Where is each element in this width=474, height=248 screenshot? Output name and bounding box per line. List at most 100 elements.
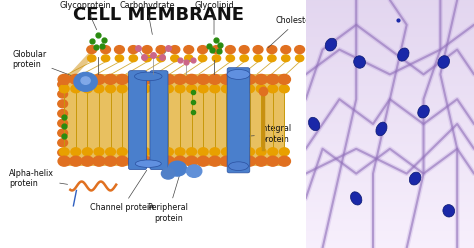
Circle shape xyxy=(267,46,277,54)
Circle shape xyxy=(253,46,263,54)
Circle shape xyxy=(117,85,127,93)
Circle shape xyxy=(186,165,202,177)
Circle shape xyxy=(239,46,249,54)
Circle shape xyxy=(175,148,185,156)
Circle shape xyxy=(162,168,175,179)
Circle shape xyxy=(115,55,124,62)
Circle shape xyxy=(163,156,174,166)
Circle shape xyxy=(163,74,174,84)
Circle shape xyxy=(59,148,69,156)
Circle shape xyxy=(58,110,68,118)
Text: Glycoprotein: Glycoprotein xyxy=(60,1,111,30)
Circle shape xyxy=(184,55,193,62)
Circle shape xyxy=(139,156,151,166)
Circle shape xyxy=(221,148,231,156)
Circle shape xyxy=(210,85,220,93)
Circle shape xyxy=(174,74,186,84)
FancyBboxPatch shape xyxy=(227,68,250,173)
Circle shape xyxy=(128,46,138,54)
FancyBboxPatch shape xyxy=(128,71,146,170)
Ellipse shape xyxy=(135,160,161,167)
Circle shape xyxy=(58,90,68,98)
Circle shape xyxy=(187,148,197,156)
Circle shape xyxy=(174,156,186,166)
Circle shape xyxy=(151,156,163,166)
Circle shape xyxy=(282,55,290,62)
Circle shape xyxy=(197,74,210,84)
Circle shape xyxy=(128,74,140,84)
Ellipse shape xyxy=(135,72,162,81)
Text: CELL MEMBRANE: CELL MEMBRANE xyxy=(73,6,245,24)
Circle shape xyxy=(209,74,221,84)
Circle shape xyxy=(220,156,233,166)
Circle shape xyxy=(232,74,244,84)
Circle shape xyxy=(209,156,221,166)
Circle shape xyxy=(116,156,128,166)
Circle shape xyxy=(58,100,68,108)
Circle shape xyxy=(197,156,210,166)
Circle shape xyxy=(81,74,93,84)
Circle shape xyxy=(104,74,117,84)
Circle shape xyxy=(210,148,220,156)
Circle shape xyxy=(100,46,110,54)
Circle shape xyxy=(58,156,70,166)
Text: Carbohydrate: Carbohydrate xyxy=(119,1,174,34)
Circle shape xyxy=(254,55,262,62)
Circle shape xyxy=(164,148,173,156)
Circle shape xyxy=(87,46,97,54)
Circle shape xyxy=(128,156,140,166)
Circle shape xyxy=(170,46,180,54)
Circle shape xyxy=(152,148,162,156)
Circle shape xyxy=(278,156,291,166)
Text: Integral
protein: Integral protein xyxy=(247,124,291,144)
Circle shape xyxy=(129,85,138,93)
Circle shape xyxy=(106,85,116,93)
Circle shape xyxy=(221,85,231,93)
Ellipse shape xyxy=(443,205,455,217)
Circle shape xyxy=(70,74,82,84)
Circle shape xyxy=(58,149,68,156)
Ellipse shape xyxy=(376,122,387,136)
Circle shape xyxy=(140,85,150,93)
Circle shape xyxy=(280,85,289,93)
Circle shape xyxy=(295,46,304,54)
Text: Glycolipid: Glycolipid xyxy=(194,1,234,34)
Circle shape xyxy=(255,156,267,166)
Circle shape xyxy=(71,148,81,156)
Circle shape xyxy=(244,156,255,166)
Circle shape xyxy=(295,55,304,62)
Text: Globular
protein: Globular protein xyxy=(12,50,75,77)
Circle shape xyxy=(184,46,194,54)
Circle shape xyxy=(164,85,173,93)
Circle shape xyxy=(58,139,68,147)
Circle shape xyxy=(245,85,255,93)
Ellipse shape xyxy=(438,56,449,68)
Circle shape xyxy=(187,85,197,93)
Circle shape xyxy=(212,55,220,62)
Circle shape xyxy=(82,148,92,156)
Text: Alpha-helix
protein: Alpha-helix protein xyxy=(9,169,68,188)
Circle shape xyxy=(199,55,207,62)
Circle shape xyxy=(280,148,289,156)
Circle shape xyxy=(152,85,162,93)
Circle shape xyxy=(256,148,266,156)
Circle shape xyxy=(232,156,244,166)
Circle shape xyxy=(268,148,278,156)
Text: Channel protein: Channel protein xyxy=(90,170,155,212)
Text: Peripheral
protein: Peripheral protein xyxy=(148,175,189,223)
Ellipse shape xyxy=(227,69,250,79)
Circle shape xyxy=(233,148,243,156)
Circle shape xyxy=(142,46,152,54)
Circle shape xyxy=(244,74,255,84)
Circle shape xyxy=(88,55,96,62)
Circle shape xyxy=(156,46,166,54)
Circle shape xyxy=(93,74,105,84)
Circle shape xyxy=(71,85,81,93)
Circle shape xyxy=(256,85,266,93)
Circle shape xyxy=(268,55,276,62)
Bar xyxy=(64,74,284,166)
Circle shape xyxy=(267,156,279,166)
Ellipse shape xyxy=(228,162,248,171)
Circle shape xyxy=(233,85,243,93)
Circle shape xyxy=(129,148,138,156)
